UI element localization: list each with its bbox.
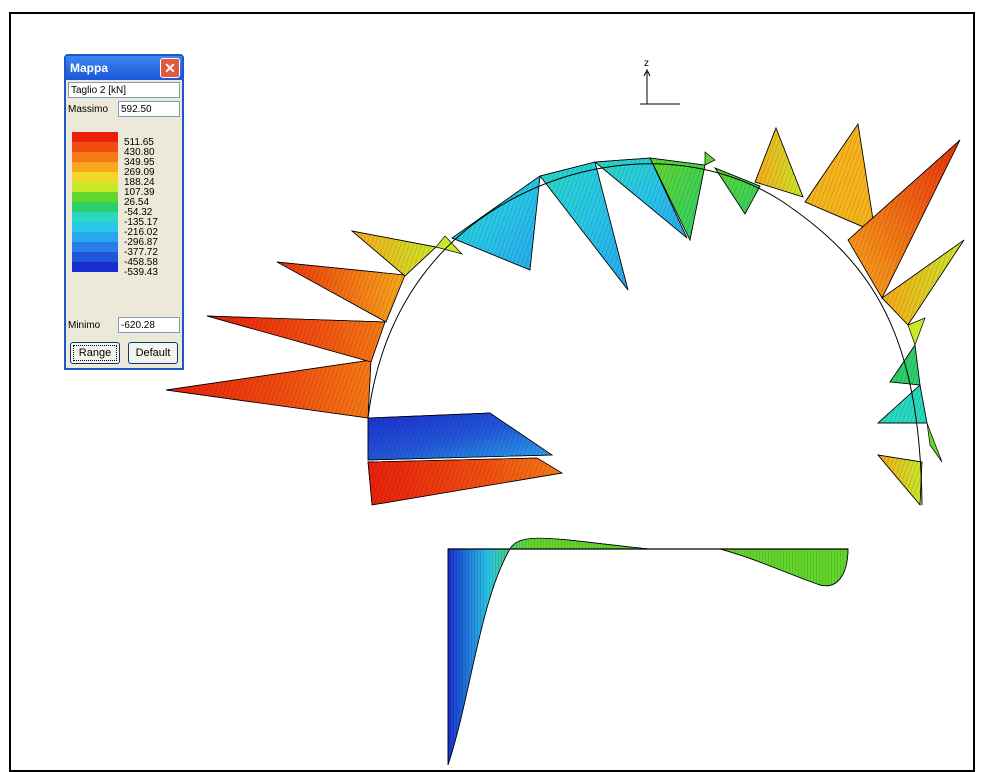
axis-indicator: z (640, 58, 680, 105)
legend-value: 107.39 (124, 187, 155, 198)
range-button[interactable]: Range (70, 342, 120, 364)
legend-swatch (72, 222, 118, 232)
max-label: Massimo (68, 103, 109, 115)
legend-value: -539.43 (124, 267, 158, 278)
shear-diagram-bottom (447, 537, 849, 765)
legend-value: -296.87 (124, 237, 158, 248)
legend-swatch (72, 152, 118, 162)
shear-diagram-right (847, 139, 965, 506)
shear-diagram-left (165, 230, 464, 419)
axis-z-label: z (644, 58, 649, 69)
legend-swatch (72, 142, 118, 152)
legend-swatch (72, 242, 118, 252)
legend-value: 349.95 (124, 157, 155, 168)
legend-swatch (72, 192, 118, 202)
legend-swatch (72, 202, 118, 212)
color-legend: 511.65 430.80 349.95 269.09 188.24 107.39 26.5… (72, 130, 180, 312)
default-button[interactable]: Default (128, 342, 178, 364)
max-row: Massimo 592.50 (68, 100, 180, 118)
legend-swatch (72, 252, 118, 262)
legend-value: 430.80 (124, 147, 155, 158)
quantity-field[interactable]: Taglio 2 [kN] (68, 82, 180, 98)
legend-value: 188.24 (124, 177, 155, 188)
legend-swatch (72, 232, 118, 242)
legend-value: -377.72 (124, 247, 158, 258)
legend-value: -54.32 (124, 207, 153, 218)
legend-swatch (72, 172, 118, 182)
max-input[interactable]: 592.50 (118, 101, 180, 117)
legend-value: 26.54 (124, 197, 150, 208)
window-titlebar[interactable]: Mappa ✕ (66, 56, 182, 80)
legend-swatch (72, 182, 118, 192)
legend-value: -458.58 (124, 257, 158, 268)
legend-value: 269.09 (124, 167, 155, 178)
legend-swatch (72, 162, 118, 172)
legend-value: -135.17 (124, 217, 158, 228)
min-row: Minimo -620.28 (68, 316, 180, 334)
window-title: Mappa (70, 61, 109, 75)
close-icon[interactable]: ✕ (160, 58, 180, 78)
legend-swatch (72, 262, 118, 272)
legend-swatch (72, 132, 118, 142)
tunnel-arch-outline (367, 163, 923, 506)
legend-value: -216.02 (124, 227, 158, 238)
min-label: Minimo (68, 319, 101, 331)
shear-diagram-top (451, 123, 876, 291)
legend-swatch (72, 212, 118, 222)
legend-window[interactable]: Mappa ✕ Taglio 2 [kN] Massimo 592.50 511… (64, 54, 184, 370)
shear-diagram-invert (367, 412, 563, 506)
min-input[interactable]: -620.28 (118, 317, 180, 333)
legend-value: 511.65 (124, 137, 154, 148)
